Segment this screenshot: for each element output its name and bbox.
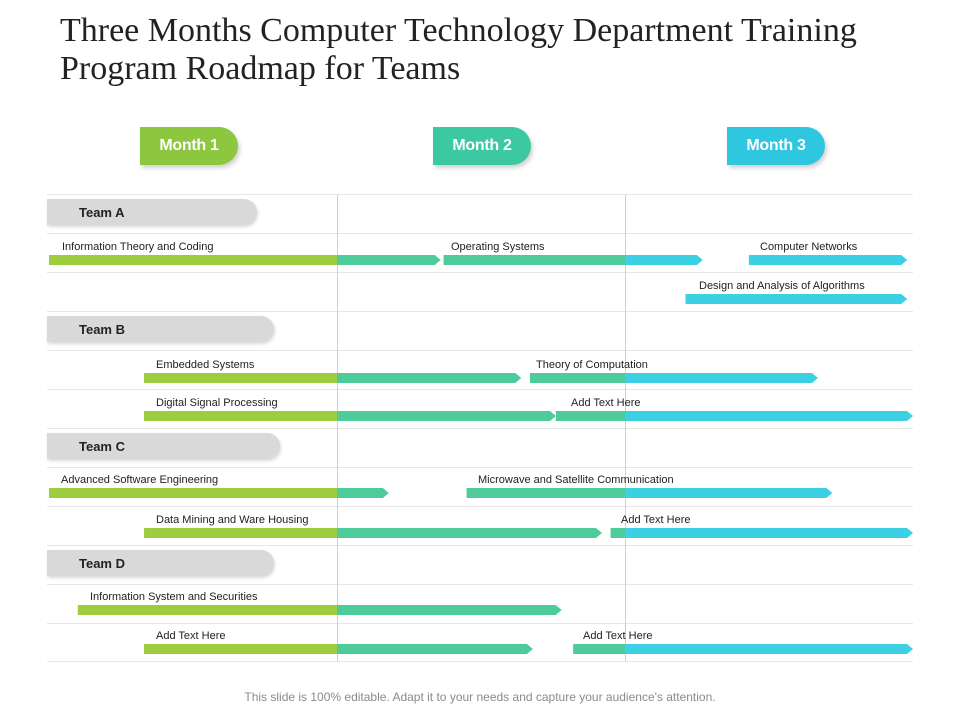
task-label: Advanced Software Engineering [61, 474, 219, 486]
task-bar [573, 644, 913, 654]
task-bar-segment [337, 488, 389, 498]
grid-line [47, 389, 913, 390]
task-bar-segment [337, 255, 441, 265]
task-label: Information Theory and Coding [62, 241, 214, 253]
task-bar [49, 488, 389, 498]
task-bar-segment [77, 605, 338, 615]
task-label: Information System and Securities [90, 591, 258, 603]
task-bar-segment [337, 373, 522, 383]
task-bar-segment [555, 411, 625, 421]
task-label: Computer Networks [760, 241, 858, 253]
month-3-pill: Month 3 [727, 127, 825, 165]
task-bar [466, 488, 833, 498]
task-bar-segment [49, 488, 337, 498]
grid-line [47, 467, 913, 468]
task-bar-segment [337, 528, 602, 538]
month-1-pill: Month 1 [140, 127, 238, 165]
task-bar-segment [144, 411, 337, 421]
month-divider [625, 195, 626, 662]
grid-line [47, 272, 913, 273]
task-bar-segment [337, 411, 556, 421]
task-bar-segment [610, 528, 625, 538]
task-bar-segment [144, 528, 337, 538]
task-bar-segment [144, 373, 337, 383]
grid-line [47, 623, 913, 624]
task-bar [144, 528, 602, 538]
task-bar-segment [685, 294, 908, 304]
task-label: Digital Signal Processing [156, 397, 278, 409]
task-label: Design and Analysis of Algorithms [699, 280, 865, 292]
month-3-label: Month 3 [746, 137, 806, 154]
task-bar-segment [748, 255, 908, 265]
task-bar-segment [466, 488, 625, 498]
month-1-label: Month 1 [159, 137, 219, 154]
task-bar-segment [337, 605, 562, 615]
task-label: Theory of Computation [536, 359, 648, 371]
task-label: Add Text Here [583, 630, 653, 642]
task-bar-segment [529, 373, 625, 383]
team-a-label: Team A [79, 204, 125, 220]
task-bar-segment [144, 644, 337, 654]
task-label: Add Text Here [621, 514, 691, 526]
task-bar-segment [573, 644, 625, 654]
task-bar [555, 411, 913, 421]
task-label: Embedded Systems [156, 359, 255, 371]
team-c-pill: Team C [47, 433, 280, 459]
task-bar-segment [625, 644, 913, 654]
task-bar [144, 373, 522, 383]
grid-line [47, 233, 913, 234]
task-bar [529, 373, 818, 383]
grid-line [47, 194, 913, 195]
grid-line [47, 506, 913, 507]
grid-line [47, 584, 913, 585]
grid-line [47, 428, 913, 429]
team-a-pill: Team A [47, 199, 257, 225]
task-label: Add Text Here [156, 630, 226, 642]
month-2-pill: Month 2 [433, 127, 531, 165]
task-bar [443, 255, 703, 265]
task-label: Data Mining and Ware Housing [156, 514, 309, 526]
month-divider [337, 195, 338, 662]
footer-note: This slide is 100% editable. Adapt it to… [244, 690, 716, 704]
task-label: Add Text Here [571, 397, 641, 409]
team-d-label: Team D [79, 555, 125, 571]
task-bar [748, 255, 908, 265]
task-bar-segment [337, 644, 533, 654]
task-bar-segment [625, 255, 703, 265]
grid-line [47, 350, 913, 351]
team-b-label: Team B [79, 321, 125, 337]
page-title: Three Months Computer Technology Departm… [60, 12, 857, 87]
team-b-pill: Team B [47, 316, 274, 342]
team-d-pill: Team D [47, 550, 274, 576]
task-bar-segment [49, 255, 337, 265]
grid-line [47, 661, 913, 662]
task-label: Operating Systems [451, 241, 545, 253]
task-bar [144, 644, 533, 654]
task-bar-segment [625, 488, 833, 498]
task-label: Microwave and Satellite Communication [478, 474, 674, 486]
task-bar-segment [625, 373, 818, 383]
task-bar-segment [625, 411, 913, 421]
team-c-label: Team C [79, 438, 125, 454]
task-bar [144, 411, 556, 421]
task-bar-segment [625, 528, 913, 538]
task-bar-segment [443, 255, 625, 265]
task-bar [77, 605, 562, 615]
month-2-label: Month 2 [452, 137, 512, 154]
task-bar [685, 294, 908, 304]
task-bar [610, 528, 913, 538]
grid-line [47, 311, 913, 312]
task-bar [49, 255, 441, 265]
grid-line [47, 545, 913, 546]
